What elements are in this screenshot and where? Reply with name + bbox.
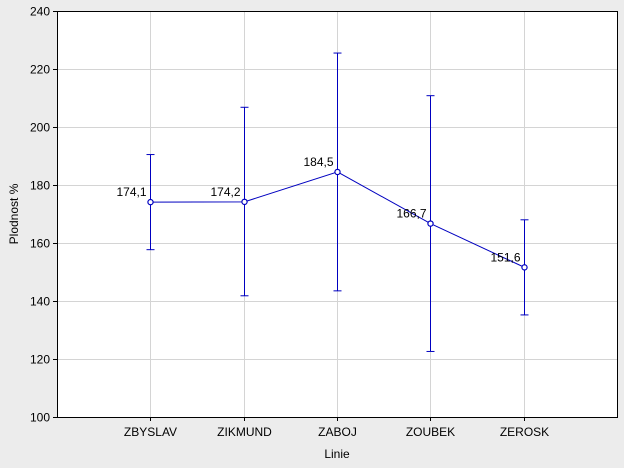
y-tick-label: 180 [30,179,50,193]
data-point [241,198,248,206]
y-tick-label: 100 [30,411,50,425]
y-tick-label: 200 [30,121,50,135]
x-tick-label: ZBYSLAV [124,425,177,439]
data-labels: 174,1 174,2 184,5 166,7 151,6 [116,155,520,264]
data-label: 184,5 [303,155,333,169]
data-label: 166,7 [396,207,426,221]
x-tick-label: ZABOJ [318,425,357,439]
plot-frame [57,11,618,418]
x-axis-ticks: ZBYSLAV ZIKMUND ZABOJ ZOUBEK ZEROSK [124,417,549,439]
data-label: 174,2 [210,185,240,199]
x-tick-label: ZOUBEK [406,425,455,439]
y-axis-ticks: 100 120 140 160 180 200 220 240 [30,5,57,425]
y-axis-label: Plodnost % [7,183,21,244]
y-tick-label: 220 [30,63,50,77]
x-tick-label: ZIKMUND [217,425,272,439]
y-tick-label: 120 [30,353,50,367]
y-tick-label: 140 [30,295,50,309]
data-points [147,168,528,271]
data-point [147,198,154,206]
x-tick-label: ZEROSK [500,425,549,439]
data-point [521,264,528,271]
y-tick-label: 240 [30,5,50,19]
data-label: 174,1 [116,185,146,199]
data-point [334,168,341,176]
x-axis-label: Linie [324,447,350,461]
data-label: 151,6 [490,250,520,264]
data-point [427,220,434,227]
y-tick-label: 160 [30,237,50,251]
